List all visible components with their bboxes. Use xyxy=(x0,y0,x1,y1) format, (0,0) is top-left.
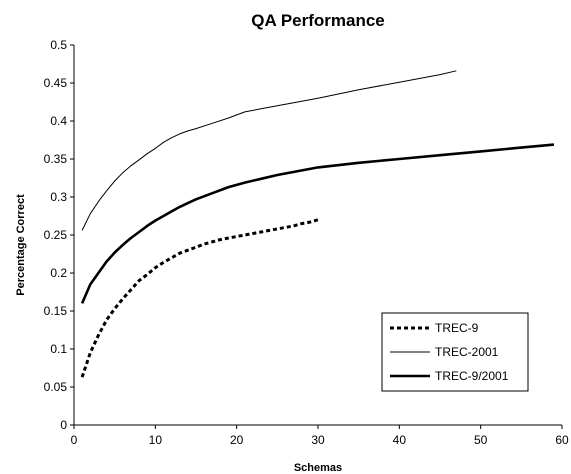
series-line-trec-9 xyxy=(80,218,319,378)
x-axis-label: Schemas xyxy=(294,462,342,474)
x-tick-label: 60 xyxy=(555,433,569,447)
y-tick-label: 0.15 xyxy=(44,304,68,318)
legend-label: TREC-9 xyxy=(435,321,479,335)
x-tick-label: 30 xyxy=(311,433,325,447)
y-tick-label: 0.45 xyxy=(44,76,68,90)
y-tick-label: 0.5 xyxy=(50,38,67,52)
series-lines xyxy=(80,70,555,378)
legend-label: TREC-2001 xyxy=(435,345,499,359)
x-tick-label: 20 xyxy=(230,433,244,447)
y-tick-label: 0.3 xyxy=(50,190,67,204)
legend-label: TREC-9/2001 xyxy=(435,369,509,383)
y-axis-label: Percentage Correct xyxy=(15,194,27,296)
y-tick-label: 0.1 xyxy=(50,342,67,356)
series-line-trec-2001 xyxy=(81,70,457,231)
x-tick-label: 50 xyxy=(474,433,488,447)
series-line-trec-9-2001 xyxy=(80,143,555,304)
x-tick-label: 0 xyxy=(71,433,78,447)
y-tick-label: 0.2 xyxy=(50,266,67,280)
y-tick-label: 0 xyxy=(60,418,67,432)
x-tick-label: 40 xyxy=(393,433,407,447)
y-tick-label: 0.4 xyxy=(50,114,67,128)
y-tick-label: 0.05 xyxy=(44,380,68,394)
chart-title: QA Performance xyxy=(251,11,385,30)
y-tick-label: 0.25 xyxy=(44,228,68,242)
axes: 0 0.05 0.1 0.15 0.2 0.25 0.3 0.35 0.4 0.45 0.5 0 10 2… xyxy=(44,38,569,447)
legend: TREC-9 TREC-2001 TREC-9/2001 xyxy=(381,312,529,392)
y-tick-label: 0.35 xyxy=(44,152,68,166)
x-tick-label: 10 xyxy=(149,433,163,447)
